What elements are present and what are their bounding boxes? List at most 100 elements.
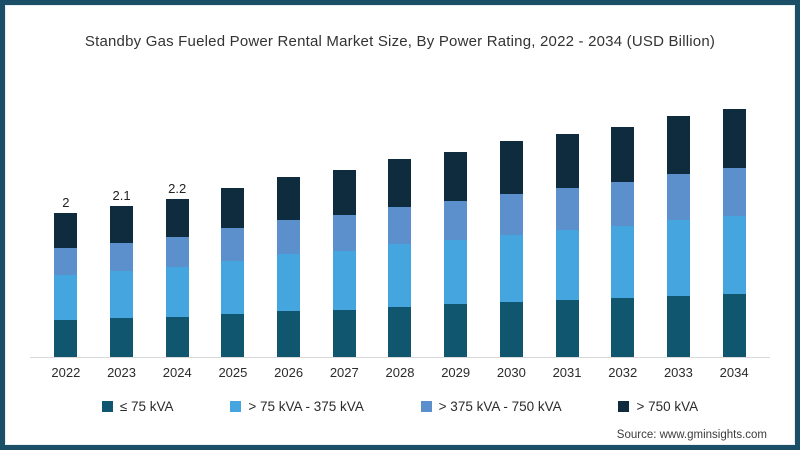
bar-group-2027 — [316, 152, 372, 357]
x-axis-tick-label: 2031 — [552, 365, 582, 380]
x-axis-tick-label: 2033 — [663, 365, 693, 380]
bar-group-2029 — [428, 134, 484, 357]
bar-segment — [444, 151, 468, 201]
bar-segment — [611, 126, 635, 183]
bar-segment — [722, 108, 746, 169]
bar-value-label: 2.1 — [112, 187, 131, 203]
legend-item-75-375kva: > 75 kVA - 375 kVA — [230, 399, 364, 414]
bar-group-2022: 2 — [38, 195, 94, 357]
bar-stack — [165, 198, 189, 357]
bar-segment — [221, 313, 245, 357]
legend-label: ≤ 75 kVA — [119, 399, 174, 414]
legend-swatch-icon — [618, 401, 630, 412]
bar-segment — [666, 295, 690, 357]
bar-stack — [722, 108, 746, 357]
bar-value-label: 2 — [62, 195, 70, 211]
bar-segment — [555, 133, 579, 188]
legend-swatch-icon — [230, 401, 242, 412]
bar-stack — [666, 115, 690, 357]
bar-segment — [221, 260, 245, 314]
chart-title: Standby Gas Fueled Power Rental Market S… — [84, 33, 716, 50]
x-axis-tick-label: 2023 — [107, 365, 136, 380]
bar-segment — [165, 267, 189, 317]
legend-swatch-icon — [420, 401, 432, 412]
bar-stack — [611, 126, 635, 357]
bar-stack — [110, 205, 134, 357]
bar-segment — [666, 220, 690, 296]
bar-segment — [277, 254, 301, 311]
x-axis-tick-label: 2030 — [496, 365, 526, 380]
x-axis-tick-label: 2026 — [274, 365, 304, 380]
x-axis-tick-label: 2027 — [329, 365, 359, 380]
bar-segment — [388, 206, 412, 245]
bar-stack — [54, 213, 78, 357]
bar-group-2023: 2.1 — [94, 188, 150, 357]
bar-segment — [722, 293, 746, 357]
bar-segment — [722, 215, 746, 294]
bar-group-2032 — [595, 109, 651, 357]
bar-group-2026 — [261, 159, 317, 357]
bar-segment — [54, 213, 78, 249]
x-axis-tick-label: 2028 — [385, 365, 415, 380]
bar-segment — [611, 226, 635, 298]
legend-item-le-75kva: ≤ 75 kVA — [101, 399, 174, 414]
legend-label: > 750 kVA — [636, 399, 699, 414]
bar-value-label: 2.2 — [168, 180, 187, 196]
source-credit: Source: www.gminsights.com — [616, 429, 767, 441]
x-axis-line — [30, 357, 770, 358]
bar-segment — [110, 205, 134, 243]
bar-segment — [277, 177, 301, 221]
bar-segment — [165, 198, 189, 237]
bar-segment — [499, 193, 523, 235]
legend: ≤ 75 kVA > 75 kVA - 375 kVA > 375 kVA - … — [45, 399, 755, 414]
bar-segment — [54, 274, 78, 321]
legend-label: > 375 kVA - 750 kVA — [438, 399, 562, 414]
bar-group-2028 — [372, 141, 428, 357]
bar-stack — [499, 141, 523, 357]
bar-segment — [555, 230, 579, 301]
bar-segment — [110, 270, 134, 319]
x-axis-tick-label: 2034 — [719, 365, 749, 380]
bar-segment — [54, 320, 78, 357]
bar-segment — [110, 242, 134, 271]
bar-segment — [332, 309, 356, 357]
x-axis-tick-label: 2032 — [608, 365, 638, 380]
x-axis-tick-label: 2024 — [162, 365, 192, 380]
bar-stack — [332, 169, 356, 357]
bars-container: 2 2.1 2.2 — [38, 95, 762, 357]
bar-segment — [499, 141, 523, 194]
x-axis-tick-label: 2025 — [218, 365, 248, 380]
bar-segment — [332, 169, 356, 216]
x-axis-tick-label: 2029 — [441, 365, 471, 380]
bar-segment — [54, 248, 78, 275]
bar-segment — [221, 187, 245, 229]
bar-segment — [388, 244, 412, 307]
bar-segment — [555, 187, 579, 231]
bar-segment — [499, 302, 523, 357]
bar-segment — [221, 228, 245, 261]
bar-segment — [332, 250, 356, 310]
bar-segment — [165, 316, 189, 357]
bar-group-2031 — [539, 116, 595, 357]
plot-area: 2 2.1 2.2 — [38, 95, 762, 357]
legend-item-gt-750kva: > 750 kVA — [618, 399, 698, 414]
bar-group-2033 — [651, 98, 707, 357]
legend-swatch-icon — [101, 401, 113, 412]
bar-group-2030 — [484, 123, 540, 357]
bar-group-2034 — [706, 91, 762, 357]
legend-label: > 75 kVA - 375 kVA — [248, 399, 364, 414]
bar-stack — [444, 151, 468, 357]
bar-segment — [165, 236, 189, 268]
bar-stack — [221, 187, 245, 357]
bar-segment — [277, 220, 301, 255]
bar-segment — [722, 168, 746, 216]
legend-item-375-750kva: > 375 kVA - 750 kVA — [420, 399, 562, 414]
bar-segment — [444, 239, 468, 305]
bar-segment — [110, 318, 134, 357]
bar-group-2024: 2.2 — [149, 181, 205, 357]
bar-stack — [388, 159, 412, 357]
bar-segment — [332, 215, 356, 251]
bar-segment — [388, 306, 412, 357]
bar-segment — [499, 234, 523, 303]
x-axis-tick-label: 2022 — [51, 365, 81, 380]
